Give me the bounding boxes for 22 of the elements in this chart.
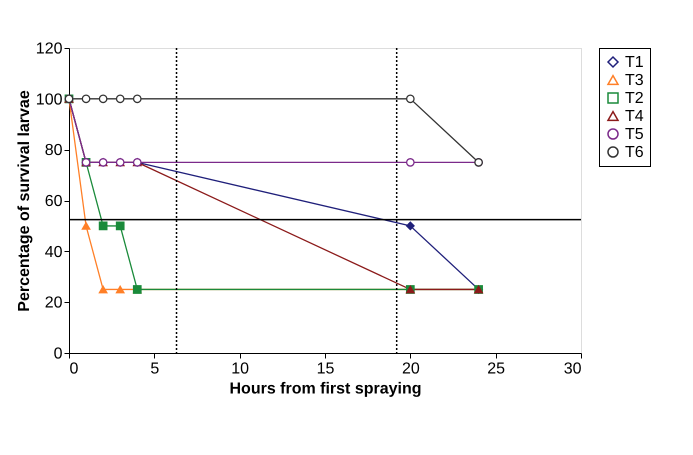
y-tick-label: 80 xyxy=(44,142,63,160)
x-tick-label: 10 xyxy=(231,360,250,378)
x-tick-label: 0 xyxy=(70,360,78,378)
y-tick-label: 0 xyxy=(54,346,63,362)
x-tick-label: 30 xyxy=(564,360,582,378)
x-axis-title: Hours from first spraying xyxy=(229,380,422,398)
legend-label: T6 xyxy=(625,144,644,161)
legend-label: T3 xyxy=(625,72,644,89)
legend-label: T4 xyxy=(625,108,644,125)
legend-label: T5 xyxy=(625,126,644,143)
y-tick-label: 60 xyxy=(44,193,63,210)
x-tick-label: 5 xyxy=(150,360,160,378)
y-tick-label: 120 xyxy=(36,40,63,58)
y-axis-title: Percentage of survival larvae xyxy=(16,90,33,312)
y-tick-label: 20 xyxy=(44,294,63,312)
x-tick-label: 20 xyxy=(402,360,420,378)
x-tick-label: 25 xyxy=(487,360,506,378)
x-tick-label: 15 xyxy=(316,360,334,378)
legend-label: T1 xyxy=(625,54,644,71)
y-tick-label: 40 xyxy=(44,244,63,261)
y-tick-label: 100 xyxy=(36,91,63,108)
legend-label: T2 xyxy=(625,90,644,107)
